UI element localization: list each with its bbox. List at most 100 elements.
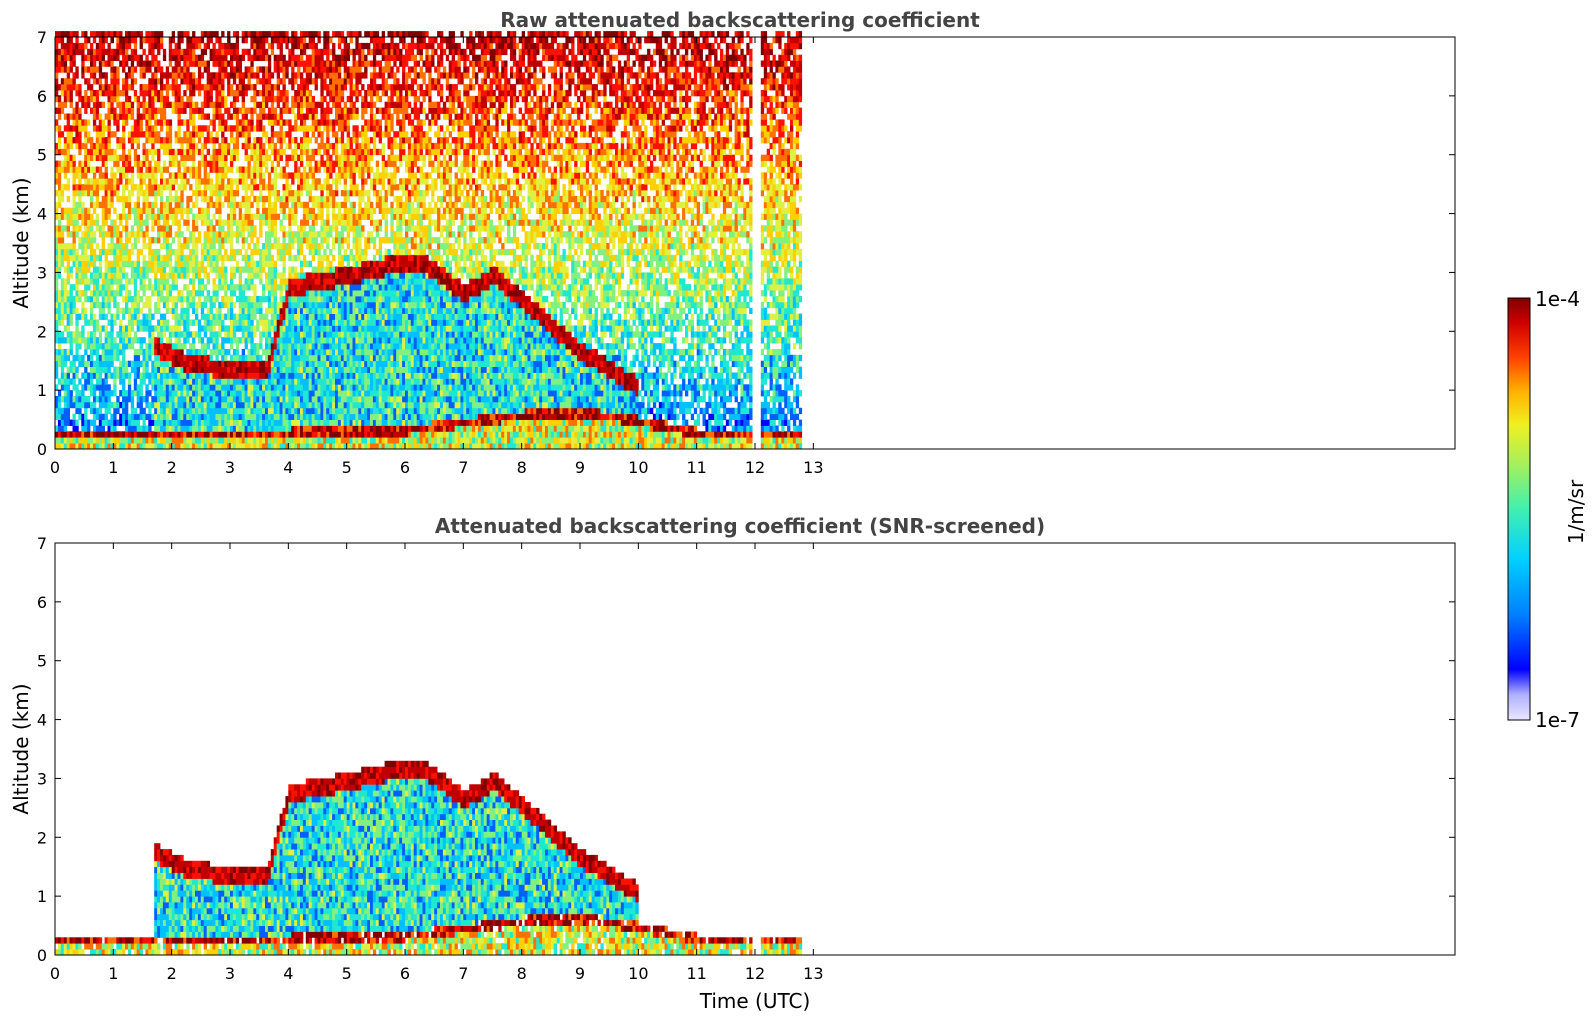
heatmap-cell [213,190,216,196]
heatmap-cell [213,114,216,120]
heatmap-cell [134,184,137,190]
heatmap-cell [102,178,105,184]
heatmap-cell [218,437,221,443]
heatmap-cell [108,61,111,67]
heatmap-cell [93,231,96,237]
heatmap-cell [108,302,111,308]
heatmap-cell [67,155,70,161]
heatmap-cell [151,367,154,373]
heatmap-cell [215,426,218,432]
heatmap-cell [99,390,102,396]
heatmap-cell [116,261,119,267]
heatmap-cell [137,61,140,67]
heatmap-cell [75,337,78,343]
heatmap-cell [67,278,70,284]
heatmap-cell [58,66,61,72]
heatmap-cell [201,378,204,384]
heatmap-cell [116,231,119,237]
heatmap-cell [175,278,178,284]
heatmap-cell [131,143,134,149]
heatmap-cell [210,302,213,308]
heatmap-cell [224,349,227,355]
heatmap-cell [195,143,198,149]
heatmap-cell [157,443,160,449]
heatmap-cell [178,431,181,437]
heatmap-cell [119,331,122,337]
heatmap-cell [154,119,157,125]
heatmap-cell [160,261,163,267]
heatmap-cell [110,90,113,96]
heatmap-cell [183,149,186,155]
heatmap-cell [172,155,175,161]
heatmap-cell [96,384,99,390]
heatmap-cell [145,267,148,273]
heatmap-cell [131,184,134,190]
heatmap-cell [192,255,195,261]
heatmap-cell [102,214,105,220]
heatmap-cell [186,55,189,61]
heatmap-cell [125,214,128,220]
heatmap-cell [90,272,93,278]
heatmap-cell [131,302,134,308]
heatmap-cell [67,31,70,37]
heatmap-cell [215,420,218,426]
heatmap-cell [131,225,134,231]
heatmap-cell [198,149,201,155]
heatmap-cell [189,296,192,302]
heatmap-cell [210,325,213,331]
heatmap-cell [102,72,105,78]
heatmap-cell [102,302,105,308]
heatmap-cell [84,420,87,426]
heatmap-cell [227,225,230,231]
heatmap-cell [218,361,221,367]
heatmap-cell [140,55,143,61]
heatmap-cell [192,37,195,43]
heatmap-cell [125,55,128,61]
heatmap-cell [143,114,146,120]
heatmap-cell [137,196,140,202]
heatmap-cell [67,66,70,72]
heatmap-cell [175,190,178,196]
heatmap-cell [221,49,224,55]
heatmap-cell [125,61,128,67]
heatmap-cell [75,131,78,137]
heatmap-cell [148,390,151,396]
heatmap-cell [157,349,160,355]
heatmap-cell [180,443,183,449]
heatmap-cell [75,443,78,449]
heatmap-cell [204,102,207,108]
heatmap-cell [175,390,178,396]
heatmap-cell [166,78,169,84]
heatmap-cell [221,119,224,125]
heatmap-cell [93,96,96,102]
heatmap-cell [125,37,128,43]
heatmap-cell [227,402,230,408]
heatmap-cell [87,355,90,361]
heatmap-cell [215,408,218,414]
heatmap-cell [151,431,154,437]
heatmap-cell [90,61,93,67]
heatmap-cell [102,437,105,443]
heatmap-cell [175,178,178,184]
heatmap-cell [140,320,143,326]
heatmap-cell [157,402,160,408]
heatmap-cell [201,84,204,90]
heatmap-cell [218,284,221,290]
heatmap-cell [224,190,227,196]
heatmap-cell [131,431,134,437]
heatmap-cell [189,155,192,161]
heatmap-cell [108,402,111,408]
heatmap-cell [67,261,70,267]
heatmap-cell [204,437,207,443]
heatmap-cell [143,255,146,261]
heatmap-cell [210,167,213,173]
heatmap-cell [166,261,169,267]
heatmap-cell [201,443,204,449]
heatmap-cell [73,302,76,308]
heatmap-cell [148,443,151,449]
heatmap-cell [58,267,61,273]
heatmap-cell [183,314,186,320]
heatmap-cell [186,84,189,90]
heatmap-cell [163,314,166,320]
heatmap-cell [189,119,192,125]
